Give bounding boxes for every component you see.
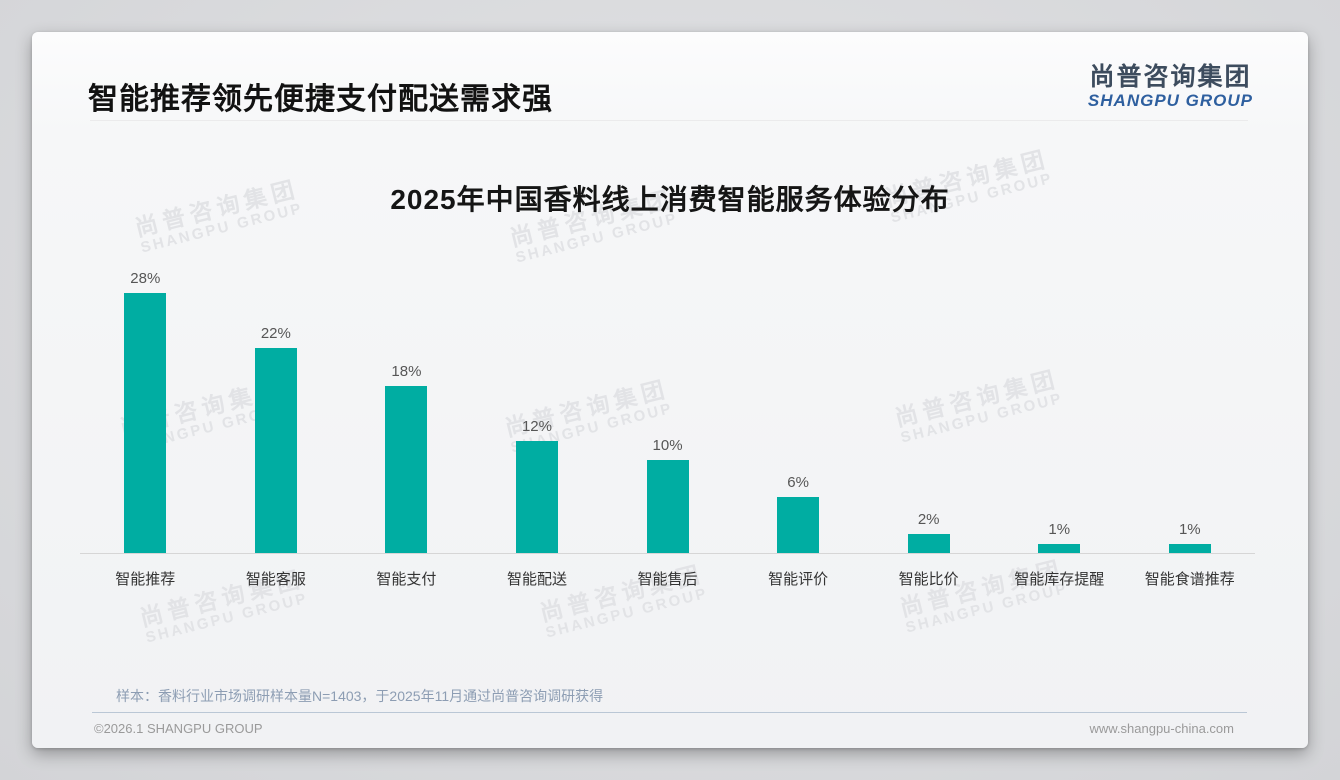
bar-category-label: 智能支付	[376, 571, 437, 588]
bar	[385, 385, 428, 553]
bar-category-label: 智能食谱推荐	[1144, 571, 1235, 588]
bar-column: 22%	[211, 223, 342, 553]
company-logo: 尚普咨询集团 SHANGPU GROUP	[1088, 62, 1253, 111]
bar-category-label: 智能评价	[768, 571, 829, 588]
bar-category-label: 智能售后	[637, 571, 698, 588]
bar-column: 12%	[472, 223, 603, 553]
bar-value-label: 18%	[391, 362, 422, 380]
plot-area: 28% 22% 18% 12% 10% 6% 2% 1% 1%	[80, 223, 1255, 554]
category-axis-row: 智能推荐 智能客服 智能支付 智能配送 智能售后 智能评价 智能比价 智能库存提醒 智能食谱推荐	[80, 554, 1255, 589]
bar-value-label: 10%	[652, 437, 683, 454]
logo-chinese-text: 尚普咨询集团	[1089, 63, 1252, 91]
bar-column: 6%	[733, 223, 864, 553]
bar-column: 10%	[602, 223, 733, 553]
bar-value-label: 1%	[1048, 520, 1071, 538]
bar-category-label: 智能库存提醒	[1014, 571, 1105, 588]
bar-value-label: 1%	[1178, 520, 1201, 538]
logo-english-text: SHANGPU GROUP	[1087, 91, 1253, 110]
slide-card: 尚普咨询集团 SHANGPU GROUP 尚普咨询集团 SHANGPU GROUP 尚普…	[32, 32, 1308, 748]
bar-column: 28%	[80, 223, 211, 553]
bar-category-label: 智能配送	[506, 571, 567, 588]
bar	[1038, 543, 1081, 553]
bar-category-label: 智能比价	[898, 571, 959, 588]
bar-column: 1%	[994, 223, 1125, 553]
bar-column: 1%	[1125, 223, 1256, 553]
bar	[1168, 543, 1211, 553]
bar	[124, 292, 167, 553]
watermark-english-text: SHANGPU GROUP	[904, 580, 1070, 637]
bar-value-label: 12%	[521, 418, 552, 436]
chart-title: 2025年中国香料线上消费智能服务体验分布	[390, 184, 950, 215]
bar-value-label: 6%	[787, 474, 809, 492]
bar-category-label: 智能客服	[245, 571, 306, 588]
bar-value-label: 2%	[917, 511, 940, 529]
bar	[515, 441, 558, 553]
bar	[254, 348, 297, 553]
bar-column: 2%	[863, 223, 994, 553]
bar-value-label: 28%	[130, 269, 161, 287]
sample-note: 样本：香料行业市场调研样本量N=1403，于2025年11月通过尚普咨询调研获得	[116, 688, 604, 704]
header-divider	[90, 120, 1248, 121]
watermark-english-text: SHANGPU GROUP	[144, 590, 310, 647]
page-title: 智能推荐领先便捷支付配送需求强	[88, 83, 553, 116]
bar-value-label: 22%	[260, 325, 291, 343]
bar-category-label: 智能推荐	[115, 571, 176, 588]
bar	[777, 497, 820, 553]
bar	[907, 534, 950, 553]
watermark-english-text: SHANGPU GROUP	[544, 585, 710, 642]
footer-divider	[92, 712, 1247, 713]
copyright-text: ©2026.1 SHANGPU GROUP	[94, 721, 263, 736]
bar-column: 18%	[341, 223, 472, 553]
website-text: www.shangpu-china.com	[1089, 721, 1234, 736]
bar	[646, 460, 689, 553]
